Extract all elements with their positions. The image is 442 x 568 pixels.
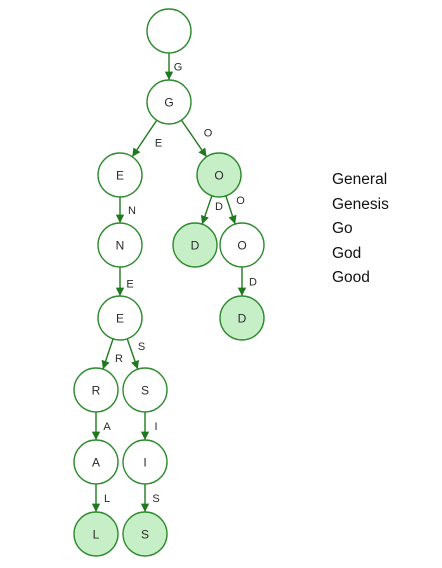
word-item: God	[332, 244, 362, 262]
node-label: R	[92, 384, 101, 398]
node-label: S	[141, 384, 149, 398]
word-item: Go	[332, 220, 353, 237]
trie-node	[219, 222, 265, 268]
edge-label: D	[215, 201, 223, 213]
edge-label: E	[155, 138, 162, 150]
edge-label: N	[128, 205, 136, 217]
edge-arrow	[200, 195, 213, 225]
node-label: I	[143, 456, 146, 470]
end-node	[219, 295, 265, 341]
trie-node	[122, 367, 168, 413]
node-label: O	[214, 169, 223, 183]
end-node	[122, 511, 168, 557]
node-label: E	[116, 169, 124, 183]
nodes: G E O N E R S A L I S D O D	[73, 8, 265, 557]
word-item: Good	[332, 269, 370, 286]
node-label: S	[141, 528, 149, 542]
trie-node	[97, 222, 143, 268]
edge-label: O	[236, 195, 245, 207]
edge-label: L	[104, 493, 110, 505]
node-label: L	[93, 528, 100, 542]
trie-node	[73, 439, 119, 485]
end-node	[172, 222, 218, 268]
trie-node	[73, 367, 119, 413]
root-node	[146, 8, 192, 54]
edge-arrow	[131, 119, 158, 158]
node-label: D	[238, 312, 247, 326]
node-label: G	[164, 96, 173, 110]
end-node	[73, 511, 119, 557]
trie-node	[97, 295, 143, 341]
end-node	[196, 152, 242, 198]
trie-node	[97, 152, 143, 198]
edge-label: S	[152, 493, 159, 505]
node-label: A	[92, 456, 100, 470]
node-label: D	[191, 239, 200, 253]
node-label: O	[237, 239, 246, 253]
edges: G E O N E R S A L I S D O D	[91, 53, 257, 512]
trie-node	[146, 79, 192, 125]
word-item: Genesis	[332, 195, 389, 213]
word-item: General	[332, 171, 388, 188]
edge-label: A	[103, 421, 111, 433]
edge-label: S	[138, 341, 145, 353]
node-label: N	[116, 239, 125, 253]
word-list: General Genesis Go God Good	[332, 168, 389, 291]
edge-arrow	[180, 119, 208, 158]
edge-label: O	[204, 128, 213, 140]
edge-arrow	[101, 338, 114, 370]
edge-arrow	[225, 195, 237, 225]
edge-label: G	[174, 62, 183, 74]
edge-label: E	[126, 279, 133, 291]
edge-label: I	[154, 421, 157, 433]
edge-label: D	[249, 277, 257, 289]
node-label: E	[116, 312, 124, 326]
trie-node	[122, 439, 168, 485]
edge-arrow	[126, 338, 139, 370]
edge-label: R	[115, 353, 123, 365]
